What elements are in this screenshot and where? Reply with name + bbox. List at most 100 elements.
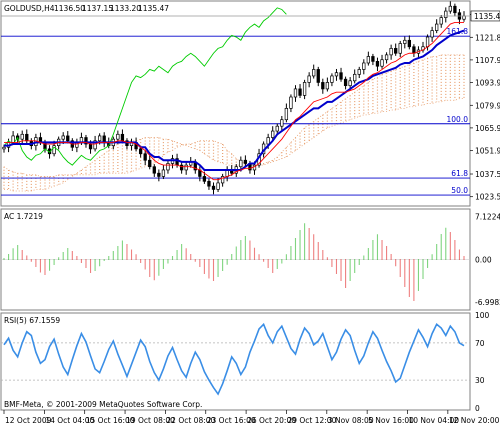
price-tick-label: 1065.95 xyxy=(475,124,500,133)
ac-axis: 7.1224 0.00 -6.9982 xyxy=(475,212,500,307)
candle xyxy=(298,84,302,98)
last-price-box xyxy=(470,10,500,22)
candle-body xyxy=(293,88,298,98)
candle-body xyxy=(88,143,93,150)
candle-body xyxy=(343,78,348,87)
candle xyxy=(380,54,384,69)
ac-title: AC 1.7219 xyxy=(4,212,43,221)
time-tick-label: 22 Oct 08:00 xyxy=(166,416,215,425)
tenkan-line xyxy=(4,22,464,181)
candle xyxy=(143,150,147,166)
candle-body xyxy=(25,133,29,142)
candle-body xyxy=(138,148,143,155)
candle xyxy=(302,79,307,100)
candle-body xyxy=(384,54,389,61)
rsi-title: RSI(5) 67.1559 xyxy=(4,316,60,325)
candle-body xyxy=(302,82,307,96)
candle-body xyxy=(307,75,311,83)
candle xyxy=(316,66,320,87)
rsi-line xyxy=(1,322,470,396)
rsi-tick-label: 0 xyxy=(475,404,480,413)
candle-body xyxy=(316,69,320,83)
candle-body xyxy=(380,59,384,67)
copyright-footer: BMF-Meta, © 2001-2009 MetaQuotes Softwar… xyxy=(4,400,202,409)
candle-body xyxy=(448,5,452,12)
candle xyxy=(330,73,334,87)
chikou-line xyxy=(3,7,287,166)
candle xyxy=(307,72,311,88)
candle-body xyxy=(97,135,102,142)
candle-body xyxy=(2,146,6,150)
price-tick-label: 1079.90 xyxy=(475,101,500,110)
candle-body xyxy=(84,137,88,145)
candle-body xyxy=(435,23,439,31)
price-tick-label: 1121.85 xyxy=(475,33,500,42)
rsi-tick-label: 70 xyxy=(475,339,485,348)
candle xyxy=(148,155,152,170)
candle xyxy=(353,69,357,84)
candle xyxy=(20,130,24,145)
candle xyxy=(275,123,279,135)
ac-histogram xyxy=(1,223,470,302)
fibonacci-levels: 161.8 100.0 61.8 50.0 xyxy=(1,27,470,196)
candle-body xyxy=(120,133,125,142)
candle xyxy=(407,35,411,50)
candle-body xyxy=(312,69,316,77)
ohlc-low: 1133.20 xyxy=(110,4,141,13)
candle-body xyxy=(93,140,97,150)
candle xyxy=(357,66,361,79)
candle xyxy=(334,68,339,81)
candle-body xyxy=(298,88,302,96)
candle xyxy=(216,178,220,193)
candle-body xyxy=(334,72,339,77)
candle-body xyxy=(211,185,216,190)
candle xyxy=(152,164,156,177)
candle-body xyxy=(430,30,434,38)
candle-body xyxy=(325,82,330,90)
candle-body xyxy=(179,164,184,171)
candle xyxy=(220,173,225,187)
candle xyxy=(66,131,70,144)
candle xyxy=(435,19,439,34)
time-tick-label: 26 Oct 20:00 xyxy=(247,416,296,425)
candle xyxy=(243,155,248,167)
candle xyxy=(343,76,348,90)
candle xyxy=(394,43,398,56)
candle xyxy=(339,67,343,82)
fib-label: 161.8 xyxy=(447,27,469,36)
candle-body xyxy=(389,48,393,56)
candle-body xyxy=(289,96,293,109)
last-price-label: 1135.47 xyxy=(474,12,500,21)
candle-body xyxy=(271,130,275,138)
candle xyxy=(398,40,402,57)
candle xyxy=(211,182,216,195)
rsi-line-path xyxy=(3,322,465,396)
candle xyxy=(325,77,330,92)
time-tick-label: 12 Nov 20:00 xyxy=(449,416,500,425)
candle xyxy=(207,178,211,190)
candle-body xyxy=(275,125,279,132)
candle-body xyxy=(403,39,407,44)
ac-tick-label: 7.1224 xyxy=(475,212,500,221)
symbol-title: GOLDUSD,H4 xyxy=(4,4,55,13)
candle xyxy=(403,36,407,49)
fib-label: 100.0 xyxy=(447,115,469,124)
candle-body xyxy=(321,82,325,90)
candle-body xyxy=(66,135,70,142)
candle-body xyxy=(425,36,430,48)
price-tick-label: 1023.50 xyxy=(475,193,500,202)
candle xyxy=(362,59,366,75)
candle-body xyxy=(366,56,371,64)
candle-body xyxy=(143,153,147,161)
candle xyxy=(366,51,371,66)
candle-body xyxy=(362,62,366,70)
candle xyxy=(384,52,389,64)
candle xyxy=(439,14,443,28)
ac-tick-label: -6.9982 xyxy=(475,298,500,307)
ac-pane: AC 1.7219 xyxy=(0,208,471,311)
candle-body xyxy=(412,46,416,54)
fib-label: 50.0 xyxy=(451,186,468,195)
candle-body xyxy=(157,172,161,177)
